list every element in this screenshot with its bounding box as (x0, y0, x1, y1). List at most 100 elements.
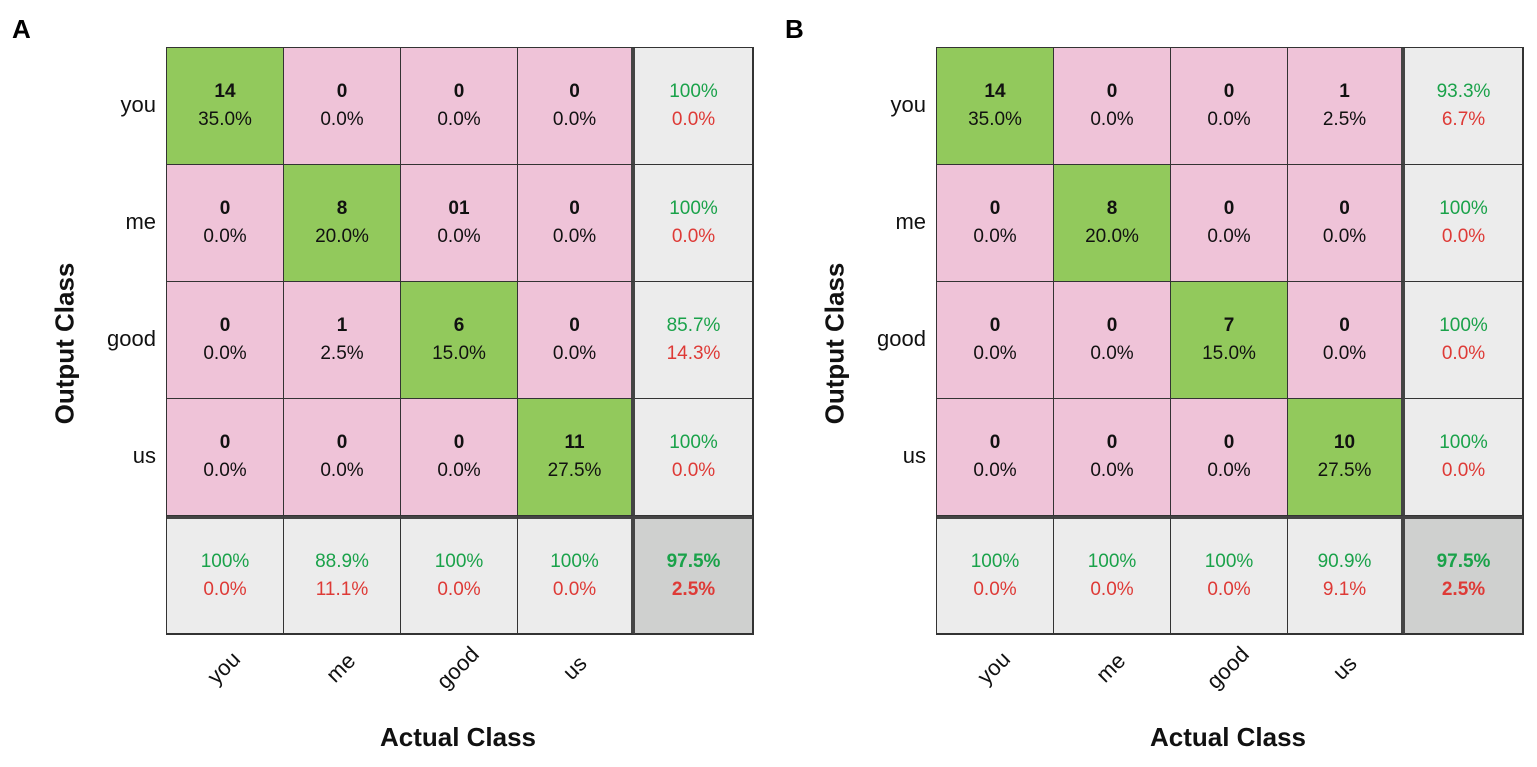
x-axis-label: Actual Class (1149, 722, 1307, 752)
matrix-grid: 14 35.0% 0 0.0% 0 0.0% 1 2.5% 93.3% 6.7% 0 0.0% 8 20.… (936, 47, 1524, 635)
summary-error: 0.0% (437, 579, 481, 600)
cell-count: 0 (1106, 315, 1118, 336)
matrix-cell: 0 0.0% (167, 165, 284, 282)
summary-error: 6.7% (1441, 109, 1486, 130)
row-summary-cell: 100% 0.0% (635, 48, 753, 165)
cell-count: 1 (1339, 81, 1350, 102)
row-summary-cell: 100% 0.0% (635, 165, 753, 282)
matrix-cell: 0 0.0% (1054, 282, 1171, 399)
cell-count: 0 (1339, 198, 1350, 219)
cell-percent: 35.0% (968, 109, 1022, 130)
cell-count: 8 (1106, 198, 1118, 219)
summary-correct: 100% (200, 551, 250, 572)
cell-count: 0 (1223, 81, 1235, 102)
cell-count: 1 (336, 315, 348, 336)
row-label: me (895, 209, 926, 234)
cell-percent: 35.0% (198, 109, 252, 130)
matrix-cell-diagonal: 7 15.0% (1171, 282, 1288, 399)
column-summary-cell: 100% 0.0% (518, 516, 635, 634)
cell-count: 0 (1106, 81, 1118, 102)
summary-error: 0.0% (671, 226, 716, 247)
matrix-grid: 14 35.0% 0 0.0% 0 0.0% 0 0.0% 100% 0.0% 0 0.0% 8 20.0… (166, 47, 754, 635)
cell-count: 0 (453, 81, 465, 102)
summary-correct: 100% (1439, 198, 1488, 219)
cell-count: 01 (448, 198, 470, 219)
row-label: you (120, 92, 156, 117)
column-summary-cell: 100% 0.0% (167, 516, 284, 634)
matrix-cell-diagonal: 14 35.0% (167, 48, 284, 165)
cell-percent: 0.0% (203, 343, 247, 364)
cell-count: 0 (989, 198, 1001, 219)
matrix-cell-diagonal: 11 27.5% (518, 399, 635, 516)
cell-count: 0 (569, 315, 580, 336)
summary-correct: 100% (669, 198, 718, 219)
summary-correct: 88.9% (315, 551, 369, 572)
summary-error: 0.0% (973, 579, 1017, 600)
confusion-matrix-panel-a: A 14 35.0% 0 0.0% 0 0.0% 0 0.0% 100% 0.0% 0 0.0% 8 20… (0, 0, 768, 767)
column-summary-cell: 100% 0.0% (937, 516, 1054, 634)
cell-count: 10 (1333, 432, 1356, 453)
summary-error: 11.1% (315, 579, 369, 600)
matrix-cell: 1 2.5% (1288, 48, 1405, 165)
column-label: me (321, 648, 361, 688)
matrix-cell-diagonal: 8 20.0% (1054, 165, 1171, 282)
matrix-cell: 0 0.0% (167, 399, 284, 516)
matrix-cell: 0 0.0% (518, 282, 635, 399)
column-label: us (1327, 650, 1362, 685)
column-label: good (1201, 641, 1254, 694)
cell-percent: 0.0% (203, 226, 247, 247)
cell-percent: 0.0% (552, 109, 597, 130)
cell-percent: 0.0% (320, 460, 364, 481)
summary-error: 0.0% (671, 109, 716, 130)
matrix-cell: 0 0.0% (937, 165, 1054, 282)
row-summary-cell: 93.3% 6.7% (1405, 48, 1523, 165)
summary-correct: 100% (434, 551, 484, 572)
cell-percent: 2.5% (320, 343, 364, 364)
matrix-cell: 0 0.0% (401, 399, 518, 516)
cell-count: 11 (564, 432, 585, 453)
matrix-cell: 01 0.0% (401, 165, 518, 282)
summary-correct: 100% (669, 81, 718, 102)
summary-correct: 100% (970, 551, 1020, 572)
cell-percent: 0.0% (552, 343, 597, 364)
column-label: you (202, 646, 246, 690)
cell-count: 0 (569, 81, 580, 102)
matrix-cell: 0 0.0% (1171, 48, 1288, 165)
cell-percent: 0.0% (973, 226, 1017, 247)
column-label: us (557, 650, 592, 685)
row-label: us (902, 443, 926, 468)
summary-error: 0.0% (203, 579, 247, 600)
matrix-cell: 0 0.0% (1171, 399, 1288, 516)
panel-letter: A (12, 14, 31, 44)
matrix-cell: 0 0.0% (1288, 165, 1405, 282)
cell-count: 7 (1223, 315, 1235, 336)
matrix-cell: 0 0.0% (284, 399, 401, 516)
column-summary-cell: 100% 0.0% (1171, 516, 1288, 634)
cell-percent: 0.0% (973, 460, 1017, 481)
matrix-cell-diagonal: 8 20.0% (284, 165, 401, 282)
summary-error: 0.0% (1441, 460, 1486, 481)
cell-count: 0 (336, 432, 348, 453)
cell-percent: 0.0% (437, 109, 481, 130)
cell-percent: 20.0% (1085, 226, 1139, 247)
summary-correct: 90.9% (1317, 551, 1372, 572)
cell-percent: 0.0% (1322, 343, 1367, 364)
cell-percent: 0.0% (203, 460, 247, 481)
row-summary-cell: 100% 0.0% (635, 399, 753, 516)
cell-count: 0 (336, 81, 348, 102)
matrix-cell: 0 0.0% (518, 48, 635, 165)
overall-error: 2.5% (1441, 579, 1486, 600)
cell-count: 0 (219, 432, 231, 453)
cell-percent: 0.0% (973, 343, 1017, 364)
cell-count: 6 (453, 315, 465, 336)
matrix-cell: 0 0.0% (1054, 48, 1171, 165)
summary-error: 0.0% (1207, 579, 1251, 600)
matrix-cell-diagonal: 10 27.5% (1288, 399, 1405, 516)
summary-correct: 100% (1204, 551, 1254, 572)
column-summary-cell: 88.9% 11.1% (284, 516, 401, 634)
column-label: you (972, 646, 1016, 690)
column-summary-cell: 100% 0.0% (1054, 516, 1171, 634)
row-summary-cell: 100% 0.0% (1405, 165, 1523, 282)
summary-correct: 93.3% (1436, 81, 1491, 102)
cell-count: 0 (219, 315, 231, 336)
